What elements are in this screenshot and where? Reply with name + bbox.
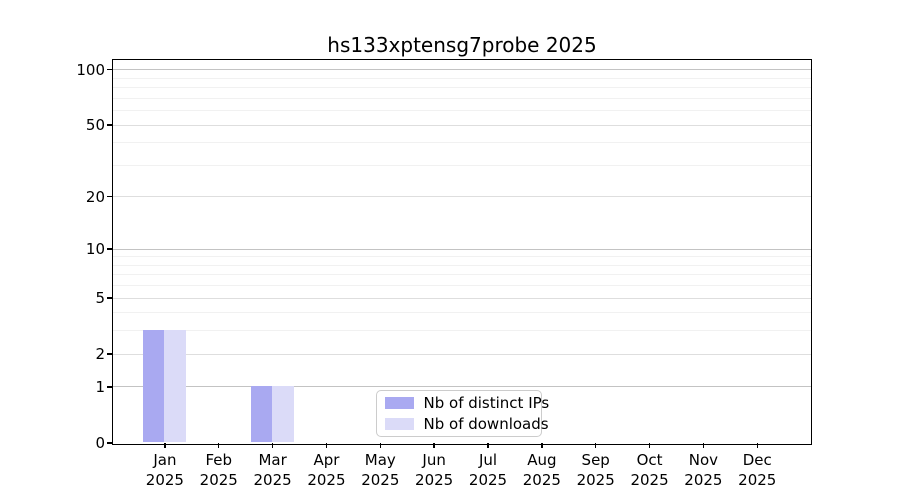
x-tick-month: Aug bbox=[527, 451, 557, 469]
minor-gridline bbox=[112, 164, 811, 166]
x-tick-year: 2025 bbox=[199, 471, 238, 489]
minor-gridline bbox=[112, 97, 811, 99]
minor-gridline bbox=[112, 256, 811, 258]
legend-swatch-downloads bbox=[384, 417, 414, 430]
x-tick-mark bbox=[756, 443, 758, 448]
minor-gridline bbox=[112, 77, 811, 79]
x-tick-label-mar: Mar 2025 bbox=[241, 450, 305, 490]
major-gridline-50 bbox=[112, 124, 811, 126]
minor-gridline bbox=[112, 87, 811, 89]
x-tick-label-dec: Dec 2025 bbox=[725, 450, 789, 490]
y-tick-mark bbox=[107, 297, 112, 299]
minor-gridline bbox=[112, 312, 811, 314]
x-tick-mark bbox=[541, 443, 543, 448]
y-tick-label: 20 bbox=[85, 187, 105, 206]
x-tick-month: May bbox=[364, 451, 396, 469]
minor-gridline bbox=[112, 274, 811, 276]
y-tick-label: 5 bbox=[95, 289, 105, 308]
minor-gridline bbox=[112, 285, 811, 287]
y-tick-mark bbox=[107, 442, 112, 444]
bar-distinct-ips-mar bbox=[250, 386, 273, 443]
x-tick-year: 2025 bbox=[307, 471, 346, 489]
x-tick-mark bbox=[271, 443, 274, 448]
x-tick-month: Jul bbox=[478, 451, 498, 469]
bar-downloads-jan bbox=[164, 330, 186, 443]
x-tick-year: 2025 bbox=[415, 471, 454, 489]
major-gridline-100 bbox=[112, 69, 811, 71]
y-tick-label: 2 bbox=[95, 345, 105, 364]
x-tick-year: 2025 bbox=[468, 471, 508, 489]
y-tick-mark bbox=[107, 196, 112, 198]
x-tick-label-feb: Feb 2025 bbox=[187, 450, 251, 490]
major-gridline-1 bbox=[112, 386, 811, 388]
legend: Nb of distinct IPs Nb of downloads bbox=[375, 389, 549, 437]
x-tick-label-nov: Nov 2025 bbox=[671, 450, 735, 490]
major-gridline-20 bbox=[112, 196, 811, 198]
x-tick-year: 2025 bbox=[522, 471, 561, 489]
y-tick-mark bbox=[107, 124, 112, 126]
x-tick-mark bbox=[702, 443, 705, 448]
y-tick-mark bbox=[107, 386, 112, 388]
x-tick-mark bbox=[595, 443, 597, 448]
y-tick-mark bbox=[107, 353, 112, 355]
y-tick-label: 1 bbox=[95, 377, 105, 396]
y-tick-label: 10 bbox=[85, 240, 105, 259]
x-tick-month: Mar bbox=[258, 451, 287, 469]
x-tick-label-jan: Jan 2025 bbox=[133, 450, 197, 490]
x-tick-month: Nov bbox=[688, 451, 719, 469]
x-tick-label-aug: Aug 2025 bbox=[510, 450, 574, 490]
x-tick-year: 2025 bbox=[576, 471, 615, 489]
x-tick-year: 2025 bbox=[738, 471, 777, 489]
x-tick-month: Apr bbox=[313, 451, 340, 469]
legend-label-downloads: Nb of downloads bbox=[423, 414, 549, 433]
x-tick-month: Jan bbox=[153, 451, 177, 469]
x-tick-month: Oct bbox=[636, 451, 663, 469]
x-tick-mark bbox=[379, 443, 381, 448]
x-tick-mark bbox=[648, 443, 651, 448]
x-tick-month: Sep bbox=[581, 451, 610, 469]
x-tick-year: 2025 bbox=[630, 471, 669, 489]
legend-entry-distinct-ips: Nb of distinct IPs bbox=[384, 394, 549, 412]
x-tick-mark bbox=[164, 443, 166, 448]
x-tick-mark bbox=[325, 443, 328, 448]
minor-gridline bbox=[112, 330, 811, 332]
x-tick-label-jun: Jun 2025 bbox=[402, 450, 466, 490]
x-tick-label-jul: Jul 2025 bbox=[456, 450, 520, 490]
minor-gridline bbox=[112, 264, 811, 266]
y-tick-label: 0 bbox=[95, 434, 105, 452]
x-tick-year: 2025 bbox=[684, 471, 723, 489]
y-tick-mark bbox=[107, 248, 112, 250]
legend-entry-downloads: Nb of downloads bbox=[384, 415, 549, 433]
x-tick-year: 2025 bbox=[361, 471, 400, 489]
x-tick-label-oct: Oct 2025 bbox=[618, 450, 682, 490]
x-tick-label-may: May 2025 bbox=[348, 450, 412, 490]
x-tick-month: Jun bbox=[422, 451, 446, 469]
minor-gridline bbox=[112, 142, 811, 144]
legend-swatch-distinct-ips bbox=[384, 396, 414, 409]
plot-area: Nb of distinct IPs Nb of downloads bbox=[111, 58, 812, 445]
x-tick-year: 2025 bbox=[145, 471, 184, 489]
major-gridline-5 bbox=[112, 297, 811, 299]
major-gridline-10 bbox=[112, 248, 811, 250]
x-tick-month: Feb bbox=[205, 451, 233, 469]
bar-distinct-ips-jan bbox=[142, 330, 165, 443]
y-tick-label: 50 bbox=[85, 116, 105, 135]
x-tick-label-apr: Apr 2025 bbox=[294, 450, 358, 490]
legend-label-distinct-ips: Nb of distinct IPs bbox=[423, 393, 550, 412]
x-tick-mark bbox=[433, 443, 435, 448]
x-tick-label-sep: Sep 2025 bbox=[564, 450, 628, 490]
x-tick-mark bbox=[487, 443, 489, 448]
major-gridline-2 bbox=[112, 353, 811, 355]
y-tick-label: 100 bbox=[76, 60, 105, 79]
x-tick-mark bbox=[218, 443, 220, 448]
chart-title: hs133xptensg7probe 2025 bbox=[327, 33, 597, 57]
x-tick-month: Dec bbox=[742, 451, 772, 469]
bar-downloads-mar bbox=[272, 386, 294, 443]
y-tick-mark bbox=[107, 69, 112, 71]
minor-gridline bbox=[112, 110, 811, 112]
x-tick-year: 2025 bbox=[253, 471, 292, 489]
